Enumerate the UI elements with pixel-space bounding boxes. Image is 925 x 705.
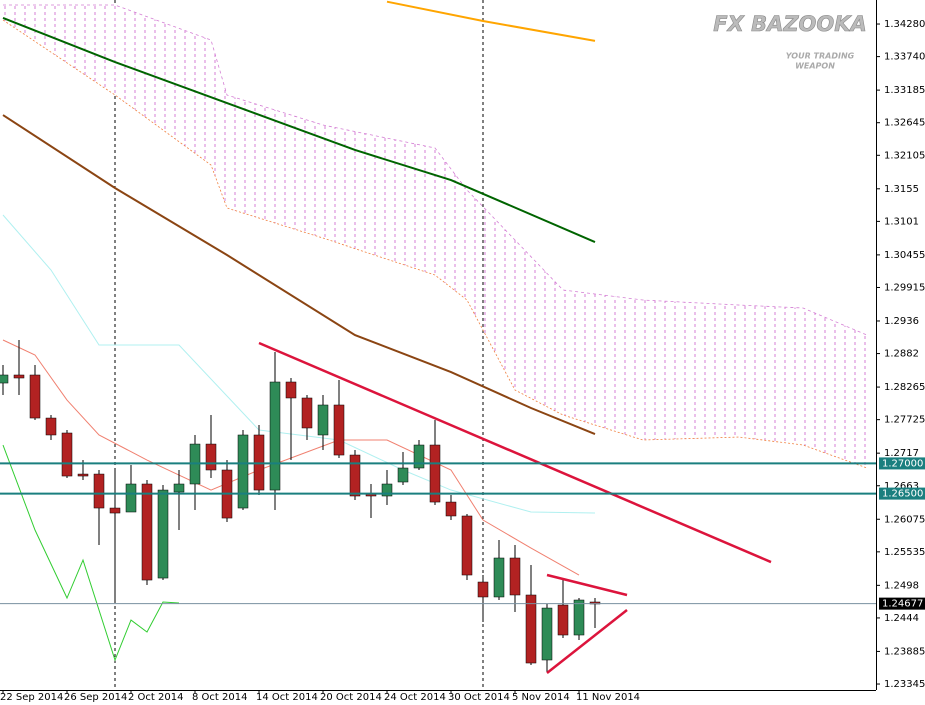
y-tick-label: 1.3101	[884, 216, 919, 227]
watermark-line: WEAPON	[795, 62, 835, 71]
cloud-lower	[2, 19, 868, 469]
x-tick-label: 26 Sep 2014	[64, 692, 127, 703]
x-tick-label: 5 Nov 2014	[512, 692, 570, 703]
candle-body	[157, 489, 169, 579]
y-tick-label: 1.2444	[884, 613, 919, 624]
y-tick-label: 1.2498	[884, 580, 919, 591]
y-tick-label: 1.2882	[884, 349, 919, 360]
candle-body	[141, 483, 153, 581]
cloud-upper	[3, 4, 868, 336]
x-tick-label: 20 Oct 2014	[320, 692, 382, 703]
cloud-fill	[3, 5, 867, 469]
candle-body	[77, 473, 89, 477]
y-tick-label: 1.2717	[884, 448, 919, 459]
candle-body	[557, 604, 569, 636]
x-tick-label: 30 Oct 2014	[448, 692, 510, 703]
candle-body	[493, 557, 505, 598]
trendline	[546, 573, 628, 597]
candle-body	[13, 374, 25, 379]
y-tick-label: 1.33185	[884, 85, 925, 96]
last-price-box	[879, 597, 925, 610]
trendline	[258, 341, 772, 564]
y-tick-label: 1.26075	[884, 514, 925, 525]
candle-body	[381, 483, 393, 497]
candle-body	[93, 473, 105, 509]
candle-body	[445, 501, 457, 517]
candle-body	[285, 381, 297, 399]
x-tick-label: 14 Oct 2014	[256, 692, 318, 703]
candle-body	[269, 381, 281, 491]
y-tick-label: 1.3155	[884, 184, 919, 195]
candle-body	[573, 599, 585, 636]
x-tick-label: 8 Oct 2014	[192, 692, 247, 703]
candle-body	[109, 507, 121, 514]
candle-body	[429, 444, 441, 503]
candle-body	[0, 374, 9, 384]
last-price-label: 1.24677	[882, 599, 923, 610]
y-tick-label: 1.27725	[884, 415, 925, 426]
y-tick-label: 1.29915	[884, 282, 925, 293]
y-tick-label: 1.32105	[884, 150, 925, 161]
indicator-line	[2, 17, 596, 243]
x-tick-label: 2 Oct 2014	[128, 692, 183, 703]
y-tick-label: 1.34280	[884, 19, 925, 30]
candle-body	[525, 594, 537, 664]
y-tick-label: 1.28265	[884, 382, 925, 393]
candle-body	[317, 404, 329, 436]
trendline	[546, 609, 628, 675]
candle-body	[333, 404, 345, 456]
candle-body	[477, 581, 489, 598]
candle-body	[349, 454, 361, 497]
watermark-title: FX BAZOOKA	[713, 12, 867, 36]
candle-body	[61, 432, 73, 477]
watermark: FX BAZOOKA YOUR TRADING WEAPON	[713, 12, 867, 71]
y-tick-label: 1.32645	[884, 118, 925, 129]
indicator-line	[2, 444, 180, 662]
y-tick-label: 1.25535	[884, 547, 925, 558]
candle-body	[173, 483, 185, 493]
y-tick-label: 1.33740	[884, 52, 925, 63]
x-tick-label: 11 Nov 2014	[576, 692, 640, 703]
indicator-line	[2, 114, 596, 435]
candle-body	[541, 607, 553, 661]
y-tick-label: 1.2663	[884, 481, 919, 492]
y-tick-label: 1.23345	[884, 679, 925, 690]
candle-body	[45, 417, 57, 436]
watermark-line: YOUR TRADING	[786, 52, 855, 61]
x-tick-label: 24 Oct 2014	[384, 692, 446, 703]
level-label: 1.27000	[882, 458, 923, 469]
candle-body	[301, 397, 313, 429]
y-tick-label: 1.2936	[884, 316, 919, 327]
level-label: 1.26500	[882, 489, 923, 500]
candle-body	[29, 374, 41, 419]
candle-body	[461, 515, 473, 576]
indicator-line	[386, 0, 596, 42]
level-label-box	[879, 487, 925, 500]
x-tick-label: 22 Sep 2014	[0, 692, 63, 703]
candle-body	[509, 557, 521, 596]
candle-body	[205, 443, 217, 471]
level-label-box	[879, 457, 925, 470]
indicator-line	[2, 214, 596, 514]
y-tick-label: 1.30455	[884, 250, 925, 261]
candle-body	[397, 467, 409, 483]
candle-body	[413, 444, 425, 469]
candle-body	[237, 434, 249, 509]
candle-body	[125, 483, 137, 513]
y-tick-label: 1.23885	[884, 646, 925, 657]
